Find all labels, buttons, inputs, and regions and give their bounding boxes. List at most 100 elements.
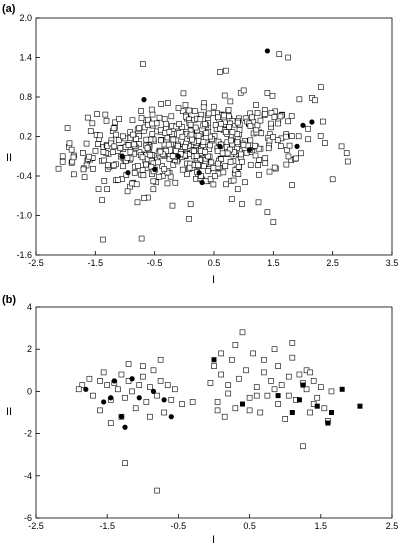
point-open	[210, 181, 217, 188]
point-open	[205, 153, 211, 160]
point-open	[218, 156, 225, 163]
point-open	[227, 98, 234, 105]
point-open	[283, 161, 290, 168]
y-tick-label: -1.0	[16, 211, 32, 221]
point-open	[258, 130, 265, 137]
point-open	[79, 382, 86, 388]
point-open	[289, 340, 296, 346]
point-open	[149, 111, 156, 118]
point-open	[99, 197, 105, 203]
point-open	[141, 195, 147, 201]
point-open	[221, 92, 228, 99]
point-open	[255, 145, 262, 152]
point-open	[275, 401, 281, 407]
point-open	[223, 129, 229, 135]
point-open	[264, 392, 271, 399]
point-open	[148, 106, 155, 113]
point-open	[317, 133, 324, 139]
point-open	[234, 131, 241, 137]
point-filled-circle	[118, 414, 125, 420]
point-open	[276, 51, 283, 58]
point-open	[101, 157, 107, 164]
point-open	[102, 111, 109, 118]
point-open	[135, 163, 141, 169]
point-open	[268, 378, 274, 384]
point-open	[234, 186, 241, 192]
point-open	[149, 131, 156, 137]
point-open	[243, 149, 250, 156]
point-open	[232, 405, 239, 412]
point-open	[154, 487, 160, 494]
point-filled-circle	[175, 153, 181, 159]
point-open	[285, 118, 291, 125]
point-open	[218, 350, 224, 357]
point-open	[242, 179, 248, 186]
point-open	[104, 382, 110, 388]
point-open	[125, 142, 132, 148]
point-filled-circle	[152, 166, 158, 173]
point-open	[235, 164, 242, 170]
point-open	[252, 152, 259, 159]
x-tick-label: 3.5	[386, 258, 399, 268]
y-tick-label: 0	[27, 386, 32, 396]
point-filled-square	[357, 403, 363, 409]
point-open	[212, 122, 219, 128]
point-open	[120, 163, 126, 170]
point-open	[95, 141, 101, 147]
point-open	[158, 101, 164, 107]
point-open	[243, 367, 249, 374]
point-open	[134, 199, 141, 206]
point-open	[100, 369, 107, 376]
point-open	[147, 413, 153, 420]
point-open	[168, 397, 175, 403]
point-open	[307, 409, 313, 416]
point-open	[173, 148, 179, 154]
point-filled-square	[314, 403, 320, 409]
panel-b-ylabel: II	[6, 406, 12, 418]
point-open	[138, 108, 144, 114]
panel-a-label: (a)	[2, 3, 16, 15]
y-tick-label: 2.0	[19, 13, 32, 23]
y-tick-label: -6	[24, 513, 32, 523]
point-open	[145, 116, 151, 123]
point-open	[307, 369, 313, 376]
point-open	[262, 155, 269, 161]
point-open	[234, 139, 241, 145]
x-tick-label: 2.5	[386, 521, 399, 531]
point-open	[207, 142, 213, 149]
point-open	[228, 137, 234, 144]
point-open	[189, 136, 195, 143]
x-tick-label: 0.5	[208, 258, 221, 268]
point-open	[166, 129, 173, 135]
point-open	[240, 87, 247, 94]
point-open	[215, 114, 221, 121]
point-filled-square	[211, 357, 217, 363]
x-tick-label: -2.5	[28, 258, 44, 268]
point-open	[197, 116, 204, 123]
point-open	[257, 409, 264, 416]
point-open	[217, 125, 224, 132]
point-open	[257, 117, 264, 124]
point-open	[84, 114, 91, 121]
point-open	[289, 133, 295, 139]
point-open	[150, 186, 157, 193]
point-open	[234, 119, 241, 126]
point-open	[255, 199, 262, 206]
point-open	[219, 150, 226, 157]
point-open	[226, 124, 232, 130]
point-open	[179, 401, 185, 407]
point-open	[139, 154, 146, 161]
x-tick-label: -0.5	[171, 521, 187, 531]
point-open	[105, 162, 111, 168]
point-open	[180, 90, 187, 97]
point-open	[271, 346, 278, 353]
y-tick-label: 1.4	[19, 53, 32, 63]
point-open	[94, 111, 100, 117]
point-filled-circle	[168, 414, 174, 420]
point-open	[150, 178, 157, 185]
point-open	[156, 173, 163, 180]
point-open	[154, 392, 160, 399]
point-open	[275, 120, 281, 127]
point-open	[295, 133, 302, 140]
point-open	[158, 137, 164, 144]
